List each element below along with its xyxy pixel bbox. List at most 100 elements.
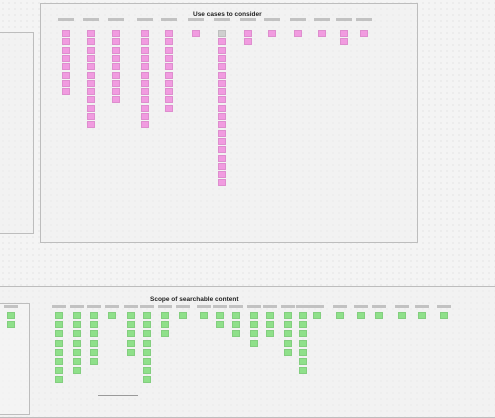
- sticky-note-green[interactable]: [161, 321, 169, 329]
- sticky-note-pink[interactable]: [87, 63, 95, 71]
- sticky-note-pink[interactable]: [218, 137, 226, 145]
- sticky-note-green[interactable]: [143, 339, 151, 347]
- sticky-note-pink[interactable]: [165, 79, 173, 87]
- sticky-note-green[interactable]: [90, 348, 98, 356]
- sticky-note-green[interactable]: [336, 312, 344, 319]
- sticky-note-pink[interactable]: [62, 54, 70, 62]
- sticky-note-pink[interactable]: [112, 30, 120, 37]
- sticky-note-pink[interactable]: [218, 129, 226, 137]
- sticky-note-pink[interactable]: [141, 30, 149, 37]
- sticky-note-pink[interactable]: [141, 54, 149, 62]
- sticky-note-pink[interactable]: [218, 113, 226, 120]
- sticky-note-green[interactable]: [143, 348, 151, 356]
- sticky-note-green[interactable]: [200, 312, 208, 319]
- sticky-note-pink[interactable]: [141, 121, 149, 129]
- sticky-note-pink[interactable]: [218, 121, 226, 129]
- sticky-note-pink[interactable]: [218, 96, 226, 104]
- sticky-note-green[interactable]: [7, 312, 15, 319]
- sticky-note-green[interactable]: [299, 348, 307, 356]
- sticky-note-green[interactable]: [55, 358, 63, 365]
- sticky-note-green[interactable]: [55, 330, 63, 338]
- sticky-note-pink[interactable]: [218, 88, 226, 96]
- sticky-note-green[interactable]: [284, 321, 292, 329]
- sticky-note-pink[interactable]: [112, 96, 120, 104]
- sticky-note-green[interactable]: [7, 321, 15, 329]
- sticky-note-pink[interactable]: [141, 104, 149, 112]
- sticky-note-pink[interactable]: [87, 46, 95, 54]
- sticky-note-green[interactable]: [55, 376, 63, 384]
- sticky-note-green[interactable]: [284, 348, 292, 356]
- sticky-note-green[interactable]: [266, 312, 274, 319]
- sticky-note-green[interactable]: [73, 358, 81, 365]
- sticky-note-pink[interactable]: [165, 71, 173, 79]
- sticky-note-pink[interactable]: [62, 30, 70, 37]
- sticky-note-pink[interactable]: [112, 79, 120, 87]
- sticky-note-pink[interactable]: [165, 46, 173, 54]
- sticky-note-pink[interactable]: [218, 79, 226, 87]
- sticky-note-green[interactable]: [179, 312, 187, 319]
- sticky-note-pink[interactable]: [340, 30, 348, 37]
- sticky-note-pink[interactable]: [112, 71, 120, 79]
- sticky-note-green[interactable]: [90, 312, 98, 319]
- sticky-note-pink[interactable]: [218, 71, 226, 79]
- sticky-note-pink[interactable]: [87, 79, 95, 87]
- sticky-note-pink[interactable]: [165, 88, 173, 96]
- sticky-note-green[interactable]: [299, 367, 307, 375]
- sticky-note-green[interactable]: [418, 312, 426, 319]
- sticky-note-pink[interactable]: [62, 63, 70, 71]
- sticky-note-pink[interactable]: [62, 46, 70, 54]
- sticky-note-pink[interactable]: [87, 104, 95, 112]
- sticky-note-green[interactable]: [161, 330, 169, 338]
- sticky-note-pink[interactable]: [165, 96, 173, 104]
- sticky-note-pink[interactable]: [218, 171, 226, 179]
- sticky-note-pink[interactable]: [165, 38, 173, 46]
- sticky-note-pink[interactable]: [87, 71, 95, 79]
- sticky-note-green[interactable]: [73, 348, 81, 356]
- sticky-note-green[interactable]: [299, 339, 307, 347]
- sticky-note-pink[interactable]: [218, 63, 226, 71]
- sticky-note-green[interactable]: [143, 376, 151, 384]
- sticky-note-green[interactable]: [127, 330, 135, 338]
- sticky-note-green[interactable]: [143, 312, 151, 319]
- sticky-note-pink[interactable]: [340, 38, 348, 46]
- sticky-note-pink[interactable]: [141, 38, 149, 46]
- sticky-note-pink[interactable]: [268, 30, 276, 37]
- sticky-note-pink[interactable]: [62, 79, 70, 87]
- sticky-note-pink[interactable]: [141, 63, 149, 71]
- sticky-note-pink[interactable]: [218, 162, 226, 170]
- sticky-note-green[interactable]: [232, 321, 240, 329]
- sticky-note-green[interactable]: [232, 312, 240, 319]
- sticky-note-green[interactable]: [73, 330, 81, 338]
- sticky-note-green[interactable]: [55, 348, 63, 356]
- sticky-note-pink[interactable]: [165, 63, 173, 71]
- sticky-note-pink[interactable]: [141, 71, 149, 79]
- sticky-note-pink[interactable]: [218, 104, 226, 112]
- sticky-note-green[interactable]: [299, 312, 307, 319]
- sticky-note-pink[interactable]: [62, 88, 70, 96]
- sticky-note-green[interactable]: [127, 312, 135, 319]
- sticky-note-green[interactable]: [250, 339, 258, 347]
- sticky-note-pink[interactable]: [141, 79, 149, 87]
- sticky-note-green[interactable]: [55, 339, 63, 347]
- sticky-note-pink[interactable]: [294, 30, 302, 37]
- sticky-note-pink[interactable]: [218, 38, 226, 46]
- sticky-note-green[interactable]: [284, 339, 292, 347]
- sticky-note-pink[interactable]: [165, 30, 173, 37]
- sticky-note-green[interactable]: [73, 312, 81, 319]
- sticky-note-pink[interactable]: [112, 88, 120, 96]
- sticky-note-pink[interactable]: [87, 121, 95, 129]
- sticky-note-pink[interactable]: [112, 63, 120, 71]
- sticky-note-pink[interactable]: [165, 104, 173, 112]
- sticky-note-pink[interactable]: [218, 46, 226, 54]
- sticky-note-green[interactable]: [143, 330, 151, 338]
- sticky-note-pink[interactable]: [62, 38, 70, 46]
- sticky-note-green[interactable]: [232, 330, 240, 338]
- sticky-note-green[interactable]: [73, 339, 81, 347]
- sticky-note-green[interactable]: [161, 312, 169, 319]
- sticky-note-pink[interactable]: [112, 54, 120, 62]
- sticky-note-green[interactable]: [266, 330, 274, 338]
- sticky-note-green[interactable]: [127, 339, 135, 347]
- sticky-note-pink[interactable]: [62, 71, 70, 79]
- sticky-note-pink[interactable]: [112, 38, 120, 46]
- sticky-note-pink[interactable]: [218, 30, 226, 37]
